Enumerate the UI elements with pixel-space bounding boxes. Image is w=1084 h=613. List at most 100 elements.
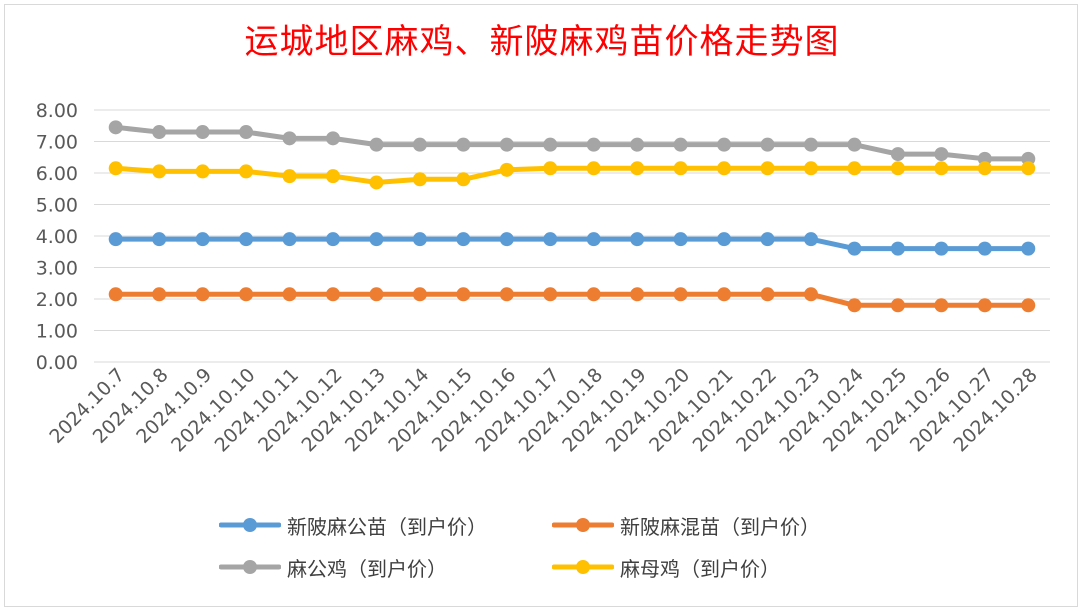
series-0-point-11 <box>586 232 601 247</box>
legend-label-1: 新陂麻混苗（到户价） <box>620 514 820 539</box>
series-2-point-8 <box>456 137 471 152</box>
series-0-point-15 <box>760 232 775 247</box>
chart-title: 运城地区麻鸡、新陂麻鸡苗价格走势图 <box>244 22 840 62</box>
series-0-point-20 <box>977 241 992 256</box>
legend-item-0[interactable]: 新陂麻公苗（到户价） <box>219 510 487 540</box>
series-2-point-16 <box>804 137 818 152</box>
series-0-point-0 <box>108 232 123 247</box>
series-3-point-2 <box>195 164 210 179</box>
series-3-point-15 <box>760 161 775 176</box>
series-line-1 <box>113 291 1031 308</box>
series-0-point-3 <box>239 232 254 247</box>
series-0-point-1 <box>152 232 167 247</box>
series-3-point-10 <box>543 161 558 176</box>
series-3-point-14 <box>717 161 732 176</box>
y-tick-label-7: 7.00 <box>36 132 78 154</box>
series-2-point-13 <box>673 137 688 152</box>
series-2-point-7 <box>412 137 427 152</box>
series-0-point-17 <box>847 241 862 256</box>
y-tick-label-3: 3.00 <box>36 258 78 280</box>
series-1-point-11 <box>586 287 601 302</box>
series-3-point-12 <box>630 161 645 176</box>
series-0-point-10 <box>543 232 558 247</box>
legend-swatch-2 <box>219 560 281 574</box>
y-tick-label-6: 6.00 <box>36 163 78 185</box>
series-2-point-12 <box>630 137 645 152</box>
series-1-point-4 <box>282 287 297 302</box>
y-tick-label-4: 4.00 <box>36 226 78 248</box>
series-2-point-9 <box>499 137 514 152</box>
y-tick-label-2: 2.00 <box>36 289 78 311</box>
legend-swatch-3 <box>552 560 614 574</box>
series-3-point-9 <box>499 162 514 177</box>
series-1-point-16 <box>804 287 818 302</box>
series-0-point-7 <box>412 232 427 247</box>
series-3-point-11 <box>586 161 601 176</box>
series-0-point-9 <box>499 232 514 247</box>
series-1-point-1 <box>152 287 167 302</box>
series-1-point-7 <box>412 287 427 302</box>
series-3-point-3 <box>239 164 254 179</box>
legend-swatch-marker-2 <box>243 560 257 574</box>
series-1-point-21 <box>1021 298 1036 313</box>
series-0-point-21 <box>1021 241 1036 256</box>
series-2-point-3 <box>239 125 254 140</box>
series-3-point-13 <box>673 161 688 176</box>
series-line-2 <box>113 124 1031 162</box>
series-3-point-19 <box>934 161 949 176</box>
legend-item-1[interactable]: 新陂麻混苗（到户价） <box>552 510 820 540</box>
series-0-point-4 <box>282 232 297 247</box>
series-3-point-17 <box>847 161 862 176</box>
series-1-point-12 <box>630 287 645 302</box>
series-1-point-17 <box>847 298 862 313</box>
legend-item-2[interactable]: 麻公鸡（到户价） <box>219 552 447 582</box>
series-1-point-6 <box>369 287 384 302</box>
series-0-point-18 <box>890 241 905 256</box>
series-2-point-11 <box>586 137 601 152</box>
series-2-point-17 <box>847 137 862 152</box>
series-line-0 <box>113 236 1031 252</box>
series-1-point-8 <box>456 287 471 302</box>
series-2-point-2 <box>195 125 210 140</box>
series-3-point-16 <box>804 161 818 176</box>
series-1-point-15 <box>760 287 775 302</box>
legend-swatch-1 <box>552 518 614 532</box>
series-3-point-6 <box>369 175 384 190</box>
legend-label-0: 新陂麻公苗（到户价） <box>287 514 487 539</box>
series-1-point-20 <box>977 298 992 313</box>
series-0-point-6 <box>369 232 384 247</box>
series-3-point-4 <box>282 169 297 184</box>
series-1-point-3 <box>239 287 254 302</box>
series-1-point-13 <box>673 287 688 302</box>
series-2-point-19 <box>934 147 949 162</box>
series-1-point-2 <box>195 287 210 302</box>
series-0-point-14 <box>717 232 732 247</box>
series-1-point-0 <box>108 287 123 302</box>
series-0-point-12 <box>630 232 645 247</box>
series-0-point-16 <box>804 232 818 247</box>
series-0-point-2 <box>195 232 210 247</box>
legend-swatch-marker-3 <box>576 560 590 574</box>
series-3-point-1 <box>152 164 167 179</box>
series-3-point-18 <box>890 161 905 176</box>
legend-item-3[interactable]: 麻母鸡（到户价） <box>552 552 780 582</box>
series-3-point-5 <box>326 169 340 184</box>
legend-swatch-marker-1 <box>576 518 590 532</box>
series-2-point-10 <box>543 137 558 152</box>
series-2-point-14 <box>717 137 732 152</box>
legend-swatch-marker-0 <box>243 518 257 532</box>
y-tick-label-0: 0.00 <box>36 352 78 374</box>
series-3-point-0 <box>108 161 123 176</box>
series-3-point-20 <box>977 161 992 176</box>
series-2-point-18 <box>890 147 905 162</box>
series-2-point-5 <box>326 131 340 146</box>
series-2-point-1 <box>152 125 167 140</box>
series-line-3 <box>113 165 1031 185</box>
legend-label-3: 麻母鸡（到户价） <box>620 556 780 581</box>
series-1-point-5 <box>326 287 340 302</box>
series-2-point-6 <box>369 137 384 152</box>
series-1-point-19 <box>934 298 949 313</box>
series-0-point-5 <box>326 232 340 247</box>
series-2-point-0 <box>108 120 123 135</box>
